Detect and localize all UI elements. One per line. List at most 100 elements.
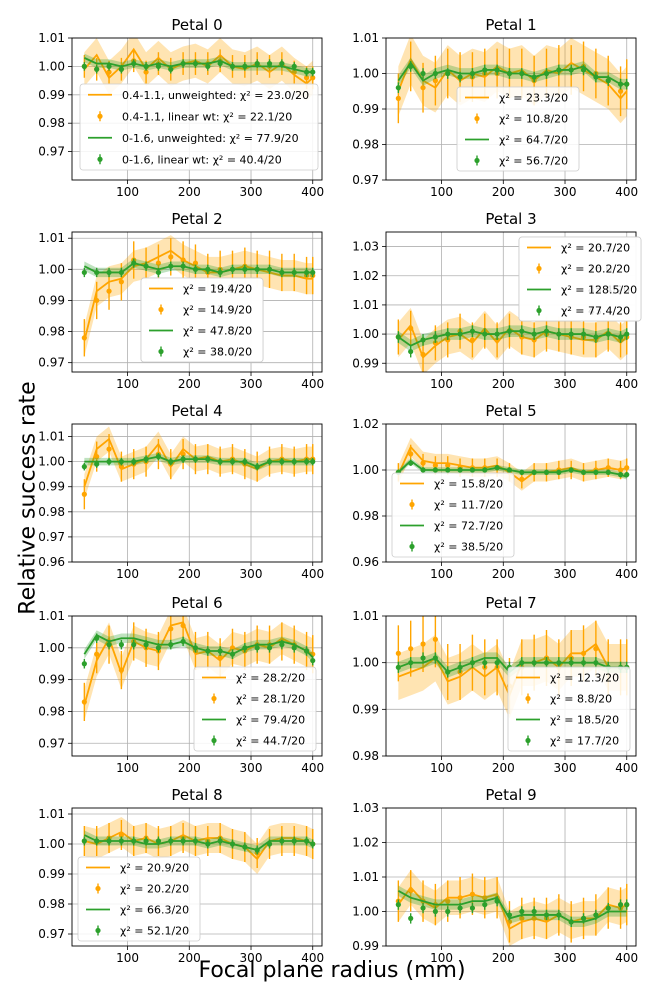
legend-frame: [77, 856, 201, 942]
data-point: [568, 919, 574, 925]
y-tick-label: 0.99: [352, 356, 379, 370]
y-tick-label: 0.99: [38, 867, 65, 881]
x-tick-label: 100: [116, 185, 139, 199]
series-layer: [81, 426, 316, 510]
data-point: [408, 460, 414, 466]
data-point: [568, 467, 574, 473]
x-tick-label: 200: [178, 185, 201, 199]
data-point: [143, 642, 149, 648]
data-point: [291, 838, 297, 844]
data-point: [580, 331, 587, 337]
legend-frame: [518, 236, 642, 322]
data-point: [217, 459, 223, 465]
axes-frame: [71, 231, 323, 373]
y-tick-label: 1.01: [38, 430, 65, 444]
data-point: [494, 67, 500, 73]
legend-frame: [79, 83, 319, 171]
legend-label: χ² = 72.7/20: [434, 520, 503, 533]
legend-label: χ² = 8.8/20: [550, 693, 612, 706]
legend: χ² = 12.3/20 χ² = 8.8/20 χ² = 18.5/20 χ² = …: [507, 666, 631, 752]
data-point: [94, 651, 100, 657]
x-tick-label: 200: [492, 185, 515, 199]
legend-label: χ² = 28.1/20: [236, 693, 305, 706]
data-point: [81, 335, 87, 341]
series-line: [83, 621, 314, 706]
data-point: [143, 456, 149, 462]
x-tick-label: 400: [615, 761, 638, 775]
data-point: [106, 446, 112, 452]
x-tick-label: 400: [301, 951, 324, 965]
data-point: [605, 469, 611, 475]
data-point: [519, 328, 525, 334]
data-point: [118, 459, 124, 465]
x-tick-label: 400: [301, 761, 324, 775]
legend-label: χ² = 14.9/20: [183, 304, 252, 317]
data-point: [205, 266, 211, 272]
x-tick-label: 300: [554, 377, 577, 391]
legend-label: χ² = 77.4/20: [561, 305, 630, 318]
data-point: [131, 60, 137, 67]
data-point: [624, 81, 630, 87]
data-point: [617, 334, 624, 340]
x-tick-label: 100: [430, 951, 453, 965]
data-point: [180, 451, 186, 457]
legend-label: χ² = 18.5/20: [550, 714, 619, 727]
data-point: [432, 636, 438, 642]
legend-marker-handle: [97, 156, 103, 162]
y-tick-label: 1.00: [352, 67, 379, 81]
y-tick-label: 0.97: [38, 927, 65, 941]
panel-title: Petal 5: [485, 402, 536, 420]
data-point: [106, 63, 112, 69]
data-point: [624, 472, 630, 478]
data-point: [217, 269, 223, 276]
axes-frame: [71, 807, 323, 947]
data-point: [445, 467, 451, 473]
data-point: [242, 844, 248, 850]
y-tick-label: 0.97: [352, 173, 379, 187]
data-point: [81, 699, 87, 705]
data-point: [229, 645, 236, 651]
data-point: [469, 337, 476, 343]
y-tick-label: 1.01: [352, 298, 379, 312]
y-tick-label: 1.01: [38, 231, 65, 245]
legend-marker-handle: [211, 695, 217, 702]
data-point: [408, 646, 414, 652]
data-point: [229, 266, 236, 272]
data-point: [593, 660, 599, 666]
data-point: [580, 67, 587, 73]
panel-9: 100 200 300 400 1.03 1.02 1.01 1.00 0.99 Petal 9 χ…: [352, 236, 642, 965]
data-point: [469, 467, 476, 473]
data-point: [593, 334, 599, 340]
data-point: [310, 841, 316, 847]
y-tick-label: 0.99: [38, 293, 65, 307]
uncertainty-band: [398, 325, 627, 352]
data-point: [94, 461, 100, 467]
data-point: [143, 63, 149, 69]
data-point: [254, 464, 260, 470]
legend-label: χ² = 23.3/20: [499, 92, 568, 105]
panel-1: 100 200 300 400 1.01 1.00 0.99 0.98 0.97 Petal 1 χ…: [352, 16, 638, 199]
data-point: [118, 838, 124, 844]
legend-label: χ² = 20.2/20: [561, 263, 630, 276]
data-point: [593, 912, 599, 918]
data-point: [617, 88, 624, 94]
data-point: [568, 660, 574, 666]
data-point: [106, 642, 112, 648]
data-point: [457, 467, 463, 473]
data-point: [168, 263, 174, 269]
legend-marker-handle: [97, 113, 103, 119]
x-tick-label: 200: [178, 761, 201, 775]
data-point: [217, 648, 223, 654]
data-point: [266, 459, 273, 465]
data-point: [94, 297, 100, 304]
data-point: [291, 459, 297, 465]
legend-label: χ² = 47.8/20: [183, 325, 252, 338]
data-point: [106, 269, 112, 276]
y-tick-label: 1.00: [38, 837, 65, 851]
panel-title: Petal 6: [171, 594, 222, 612]
data-point: [519, 908, 525, 915]
x-tick-label: 300: [554, 185, 577, 199]
legend-label: χ² = 17.7/20: [550, 735, 619, 748]
x-tick-label: 400: [615, 377, 638, 391]
